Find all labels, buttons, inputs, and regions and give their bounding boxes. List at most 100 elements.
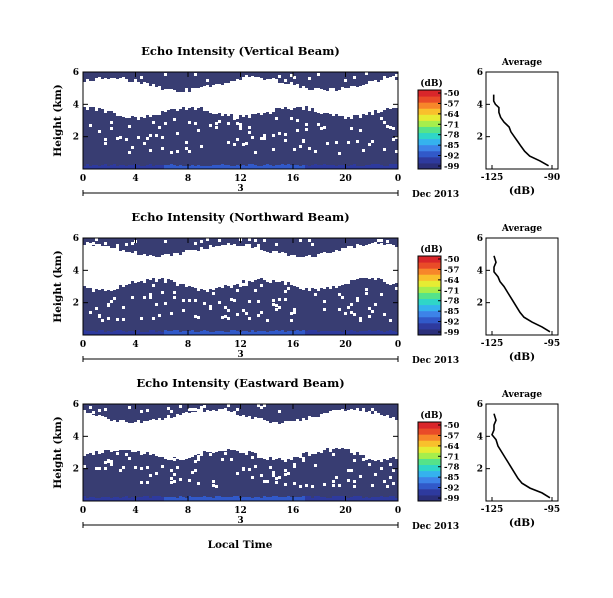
vertical-colorbar-tick-label: -50: [444, 89, 459, 99]
eastward-gap-cell: [290, 421, 293, 458]
eastward-gap-speck: [374, 458, 377, 461]
northward-gap-speck: [257, 314, 260, 317]
eastward-gap-speck: [221, 409, 224, 412]
northward-gap-cell: [347, 246, 350, 284]
vertical-ground-echo: [386, 166, 389, 169]
vertical-ground-echo: [107, 166, 110, 169]
northward-ground-echo: [203, 330, 206, 335]
vertical-gap-speck: [119, 136, 122, 139]
northward-gap-cell: [221, 245, 224, 288]
vertical-gap-cell: [353, 86, 356, 115]
vertical-gap-speck: [284, 139, 287, 142]
vertical-ylabel: Height (km): [52, 84, 64, 156]
northward-gap-speck: [272, 299, 275, 302]
northward-avg-xtick-label: -95: [544, 339, 560, 349]
eastward-gap-cell: [89, 413, 92, 453]
vertical-gap-speck: [305, 123, 308, 126]
vertical-avg-profile-line: [492, 94, 549, 167]
northward-gap-speck: [200, 240, 203, 243]
vertical-ground-echo: [320, 165, 323, 169]
vertical-ground-echo: [380, 165, 383, 169]
vertical-gap-cell: [101, 79, 104, 109]
eastward-gap-speck: [188, 408, 191, 411]
northward-gap-speck: [236, 289, 239, 292]
vertical-ground-echo: [338, 165, 341, 169]
eastward-gap-speck: [275, 481, 278, 484]
northward-gap-speck: [242, 309, 245, 312]
northward-gap-speck: [224, 306, 227, 309]
northward-gap-cell: [107, 246, 110, 290]
vertical-ground-echo: [389, 164, 392, 169]
eastward-gap-speck: [392, 469, 395, 472]
northward-gap-cell: [320, 253, 323, 288]
vertical-gap-cell: [209, 87, 212, 113]
northward-gap-cell: [263, 251, 266, 280]
northward-gap-speck: [254, 289, 257, 292]
northward-gap-speck: [275, 308, 278, 311]
northward-gap-speck: [140, 317, 143, 320]
vertical-gap-cell: [272, 78, 275, 112]
northward-gap-cell: [254, 247, 257, 280]
vertical-gap-speck: [89, 124, 92, 127]
eastward-ground-echo: [284, 497, 287, 501]
vertical-gap-speck: [359, 129, 362, 132]
vertical-gap-cell: [320, 89, 323, 114]
vertical-ground-echo: [311, 165, 314, 169]
vertical-gap-speck: [158, 126, 161, 129]
eastward-ground-echo: [290, 497, 293, 501]
vertical-gap-speck: [362, 149, 365, 152]
eastward-ground-echo: [191, 497, 194, 501]
vertical-ground-echo: [305, 165, 308, 169]
eastward-gap-cell: [248, 416, 251, 451]
eastward-gap-cell: [116, 422, 119, 451]
eastward-colorbar-segment: [418, 482, 441, 490]
northward-ground-echo: [272, 331, 275, 335]
vertical-ground-echo: [149, 164, 152, 169]
eastward-ground-echo: [263, 496, 266, 501]
vertical-gap-speck: [215, 122, 218, 125]
northward-colorbar-segment: [418, 280, 441, 287]
northward-gap-speck: [173, 296, 176, 299]
northward-ground-echo: [251, 330, 254, 335]
eastward-colorbar-segment: [418, 464, 441, 472]
vertical-gap-cell: [212, 85, 215, 114]
northward-colorbar-segment: [418, 268, 441, 275]
vertical-ground-echo: [233, 166, 236, 169]
northward-ground-echo: [173, 330, 176, 335]
northward-gap-speck: [395, 287, 398, 290]
eastward-avg-ytick-label: 2: [477, 465, 483, 475]
vertical-gap-speck: [278, 75, 281, 78]
eastward-gap-speck: [128, 406, 131, 409]
eastward-ground-echo: [131, 497, 134, 501]
vertical-gap-cell: [278, 83, 281, 108]
northward-gap-cell: [368, 244, 371, 279]
vertical-gap-speck: [302, 140, 305, 143]
northward-ground-echo: [374, 331, 377, 335]
northward-ground-echo: [206, 331, 209, 335]
vertical-gap-speck: [389, 126, 392, 129]
eastward-gap-speck: [347, 479, 350, 482]
northward-ground-echo: [353, 331, 356, 335]
northward-gap-speck: [173, 291, 176, 294]
vertical-colorbar-segment: [418, 150, 441, 158]
northward-gap-speck: [95, 307, 98, 310]
northward-ground-echo: [176, 330, 179, 335]
northward-gap-speck: [299, 239, 302, 242]
eastward-ground-echo: [95, 498, 98, 501]
eastward-gap-cell: [314, 417, 317, 454]
northward-gap-cell: [356, 244, 359, 279]
vertical-gap-speck: [365, 72, 368, 75]
eastward-gap-speck: [332, 480, 335, 483]
northward-ground-echo: [122, 331, 125, 335]
northward-gap-speck: [122, 284, 125, 287]
eastward-gap-speck: [389, 463, 392, 466]
eastward-gap-speck: [284, 483, 287, 486]
northward-gap-speck: [227, 317, 230, 320]
northward-ground-echo: [305, 331, 308, 335]
vertical-gap-speck: [284, 79, 287, 82]
northward-gap-speck: [323, 308, 326, 311]
northward-gap-cell: [161, 255, 164, 278]
eastward-gap-speck: [215, 485, 218, 488]
northward-gap-speck: [368, 307, 371, 310]
eastward-gap-speck: [146, 481, 149, 484]
